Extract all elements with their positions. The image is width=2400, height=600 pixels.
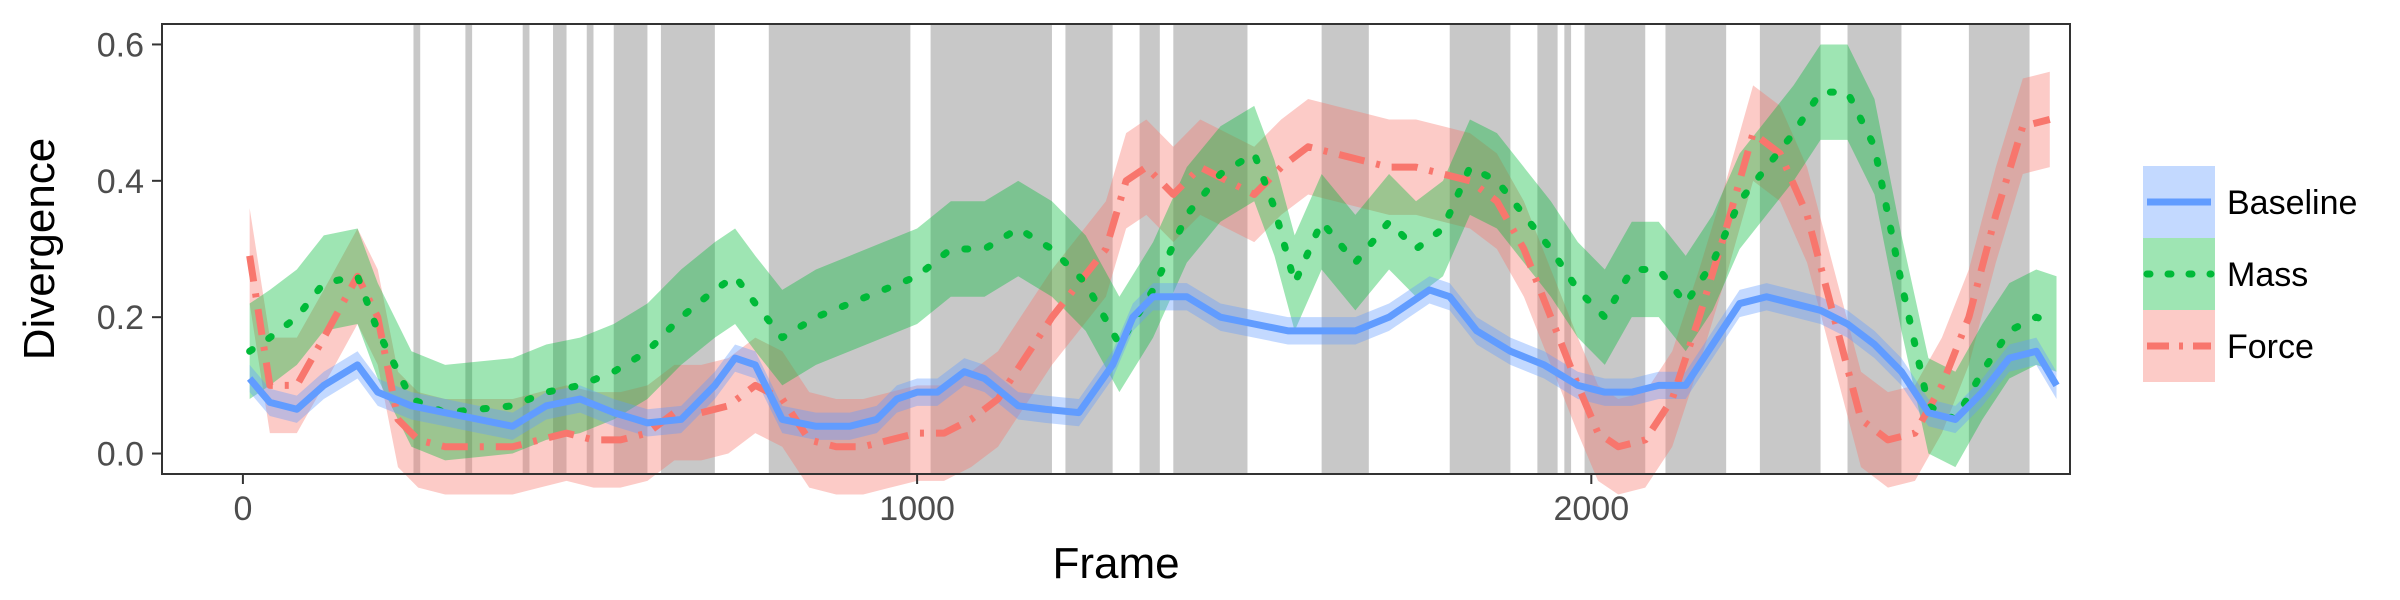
shaded-interval-0 xyxy=(413,24,421,474)
legend-label-baseline: Baseline xyxy=(2227,184,2357,222)
y-axis: 0.0 0.2 0.4 0.6 xyxy=(97,26,162,474)
series-lines xyxy=(246,88,2061,451)
band-mass xyxy=(249,44,2057,468)
legend-key-mass xyxy=(2143,238,2215,310)
line-baseline xyxy=(246,286,2060,430)
shaded-interval-17 xyxy=(1665,24,1727,474)
legend: Baseline Mass Force xyxy=(2143,166,2357,382)
x-axis: 0 1000 2000 xyxy=(233,474,1629,528)
shaded-interval-15 xyxy=(1564,24,1572,474)
shaded-interval-10 xyxy=(1139,24,1160,474)
plot-panel-border xyxy=(161,23,2071,475)
legend-label-mass: Mass xyxy=(2227,256,2308,294)
shaded-interval-18 xyxy=(1759,24,1821,474)
line-mass xyxy=(246,88,2061,423)
shaded-interval-13 xyxy=(1449,24,1511,474)
shaded-interval-4 xyxy=(586,24,594,474)
legend-label-force: Force xyxy=(2227,328,2314,366)
y-tick-label-0.4: 0.4 xyxy=(97,163,144,201)
x-tick-label-2000: 2000 xyxy=(1553,490,1629,528)
shaded-interval-1 xyxy=(465,24,473,474)
shaded-interval-11 xyxy=(1173,24,1248,474)
y-axis-title: Divergence xyxy=(15,138,64,361)
shaded-interval-3 xyxy=(553,24,567,474)
x-tick-label-0: 0 xyxy=(233,490,252,528)
x-tick-label-1000: 1000 xyxy=(879,490,955,528)
shaded-interval-5 xyxy=(613,24,648,474)
shaded-interval-7 xyxy=(768,24,911,474)
y-tick-label-0.0: 0.0 xyxy=(97,436,144,474)
line-force xyxy=(246,116,2051,451)
y-tick-label-0.2: 0.2 xyxy=(97,299,144,337)
x-axis-title: Frame xyxy=(1052,539,1179,588)
y-tick-label-0.6: 0.6 xyxy=(97,26,144,64)
shaded-interval-16 xyxy=(1584,24,1646,474)
shaded-interval-2 xyxy=(522,24,530,474)
